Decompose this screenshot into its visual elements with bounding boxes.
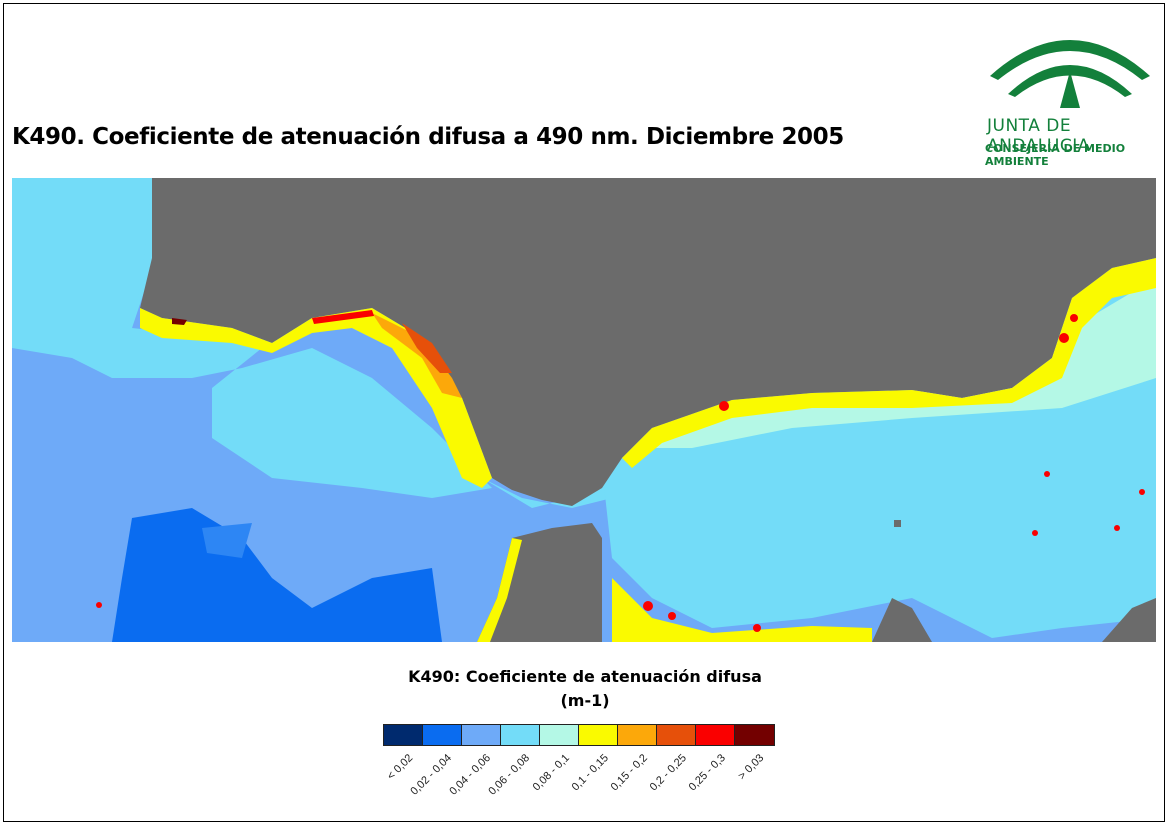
legend-label: 0,1 - 0,15 bbox=[569, 752, 611, 794]
legend-label: 0,15 - 0,2 bbox=[608, 752, 650, 794]
zone-0.2-0.25-cadiz bbox=[402, 323, 452, 373]
hotspot bbox=[1044, 471, 1050, 477]
hotspot bbox=[1032, 530, 1038, 536]
hotspot bbox=[668, 612, 676, 620]
land-africa-east bbox=[872, 598, 932, 642]
land-africa bbox=[477, 523, 602, 642]
zone-0.25-0.3-coast bbox=[312, 310, 374, 324]
hotspot bbox=[1114, 525, 1120, 531]
hotspot bbox=[96, 602, 102, 608]
legend-labels: < 0,02 0,02 - 0,04 0,04 - 0,06 0,06 - 0,08 0… bbox=[383, 752, 773, 822]
junta-andalucia-logo bbox=[990, 40, 1150, 108]
legend-swatch bbox=[384, 725, 423, 745]
land-pixel bbox=[894, 520, 901, 527]
legend-label: 0,02 - 0,04 bbox=[408, 752, 455, 798]
zone-0.02-0.04-a bbox=[112, 508, 442, 642]
hotspot bbox=[753, 624, 761, 632]
hotspot bbox=[643, 601, 653, 611]
hotspot bbox=[719, 401, 729, 411]
legend-swatch bbox=[579, 725, 618, 745]
logo-name: JUNTA DE ANDALUCIA bbox=[987, 116, 1090, 156]
legend-swatch bbox=[462, 725, 501, 745]
zone-0.02-0.04-b bbox=[202, 523, 252, 558]
legend-swatch bbox=[423, 725, 462, 745]
hotspot bbox=[1059, 333, 1069, 343]
legend-swatch bbox=[657, 725, 696, 745]
zone-0.1-0.15-med-north bbox=[622, 258, 1156, 468]
legend-label: 0,06 - 0,08 bbox=[486, 752, 533, 798]
land-africa-far-east bbox=[1102, 598, 1156, 642]
legend-swatch bbox=[618, 725, 657, 745]
figure-frame bbox=[3, 3, 1165, 822]
zone-0.08-0.1-east bbox=[632, 278, 1156, 448]
legend-swatch bbox=[540, 725, 579, 745]
zone-gt-0.03-spot-a bbox=[172, 318, 187, 325]
legend-color-bar bbox=[383, 724, 775, 746]
legend-label: 0,08 - 0,1 bbox=[530, 752, 572, 794]
logo-subtitle: CONSEJERÍA DE MEDIO AMBIENTE bbox=[985, 142, 1126, 168]
legend-swatch bbox=[501, 725, 540, 745]
hotspot bbox=[1070, 314, 1078, 322]
land-iberia bbox=[140, 178, 1156, 506]
k490-map bbox=[12, 178, 1156, 642]
legend-label: 0,25 - 0,3 bbox=[686, 752, 728, 794]
zone-0.1-0.15-north-atlantic bbox=[140, 308, 492, 488]
legend-label: < 0,02 bbox=[385, 752, 416, 783]
hotspot bbox=[1139, 489, 1145, 495]
zone-0.1-0.15-africa-med bbox=[612, 578, 872, 642]
legend-title: K490: Coeficiente de atenuación difusa (… bbox=[0, 665, 1170, 713]
zone-0.06-0.08-east bbox=[602, 378, 1156, 638]
legend-label: > 0,03 bbox=[736, 752, 767, 783]
legend-title-text: K490: Coeficiente de atenuación difusa bbox=[408, 667, 762, 686]
zone-0.1-0.15-africa bbox=[477, 538, 522, 642]
zone-0.15-0.2-cadiz bbox=[372, 313, 462, 398]
map-title: K490. Coeficiente de atenuación difusa a… bbox=[12, 124, 844, 150]
legend-unit: (m-1) bbox=[560, 691, 610, 710]
legend-swatch bbox=[735, 725, 774, 745]
legend-swatch bbox=[696, 725, 735, 745]
zone-0.06-0.08-atlantic-nw bbox=[12, 178, 152, 358]
legend-label: 0,2 - 0,25 bbox=[647, 752, 689, 794]
legend-label: 0,04 - 0,06 bbox=[447, 752, 494, 798]
